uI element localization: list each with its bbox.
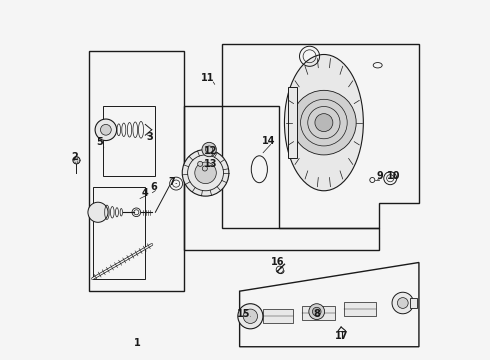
Circle shape <box>313 307 321 316</box>
Circle shape <box>100 125 111 135</box>
Bar <box>103 107 155 176</box>
Text: 2: 2 <box>71 152 78 162</box>
Circle shape <box>292 90 356 155</box>
Text: 14: 14 <box>262 136 275 145</box>
Bar <box>89 51 184 291</box>
Text: 5: 5 <box>97 138 103 147</box>
Circle shape <box>73 157 80 164</box>
Circle shape <box>392 292 414 314</box>
Circle shape <box>238 304 263 329</box>
Text: 4: 4 <box>141 188 148 198</box>
Bar <box>93 187 145 279</box>
Text: 6: 6 <box>150 182 157 192</box>
Circle shape <box>202 166 207 171</box>
Circle shape <box>197 161 203 166</box>
Circle shape <box>202 142 216 157</box>
Text: 13: 13 <box>204 159 218 169</box>
Circle shape <box>315 114 333 132</box>
Circle shape <box>309 304 324 319</box>
Circle shape <box>308 107 340 139</box>
Bar <box>288 87 297 158</box>
Text: 7: 7 <box>168 177 175 187</box>
Text: 12: 12 <box>204 146 218 156</box>
Text: 1: 1 <box>134 338 141 348</box>
Circle shape <box>182 149 229 196</box>
Circle shape <box>397 298 408 309</box>
Text: 15: 15 <box>237 310 250 319</box>
Bar <box>343 302 376 316</box>
Text: 11: 11 <box>200 73 214 83</box>
Text: 17: 17 <box>335 331 348 341</box>
Circle shape <box>243 309 258 323</box>
Text: 3: 3 <box>147 132 153 142</box>
Text: 9: 9 <box>376 171 383 181</box>
Text: 8: 8 <box>313 310 320 319</box>
Circle shape <box>195 162 216 184</box>
Text: 16: 16 <box>270 257 284 267</box>
Circle shape <box>88 202 108 222</box>
Bar <box>302 306 335 320</box>
Bar <box>410 298 417 308</box>
Circle shape <box>95 119 117 140</box>
Ellipse shape <box>285 54 364 191</box>
Text: 10: 10 <box>387 171 400 181</box>
Bar <box>263 309 294 323</box>
